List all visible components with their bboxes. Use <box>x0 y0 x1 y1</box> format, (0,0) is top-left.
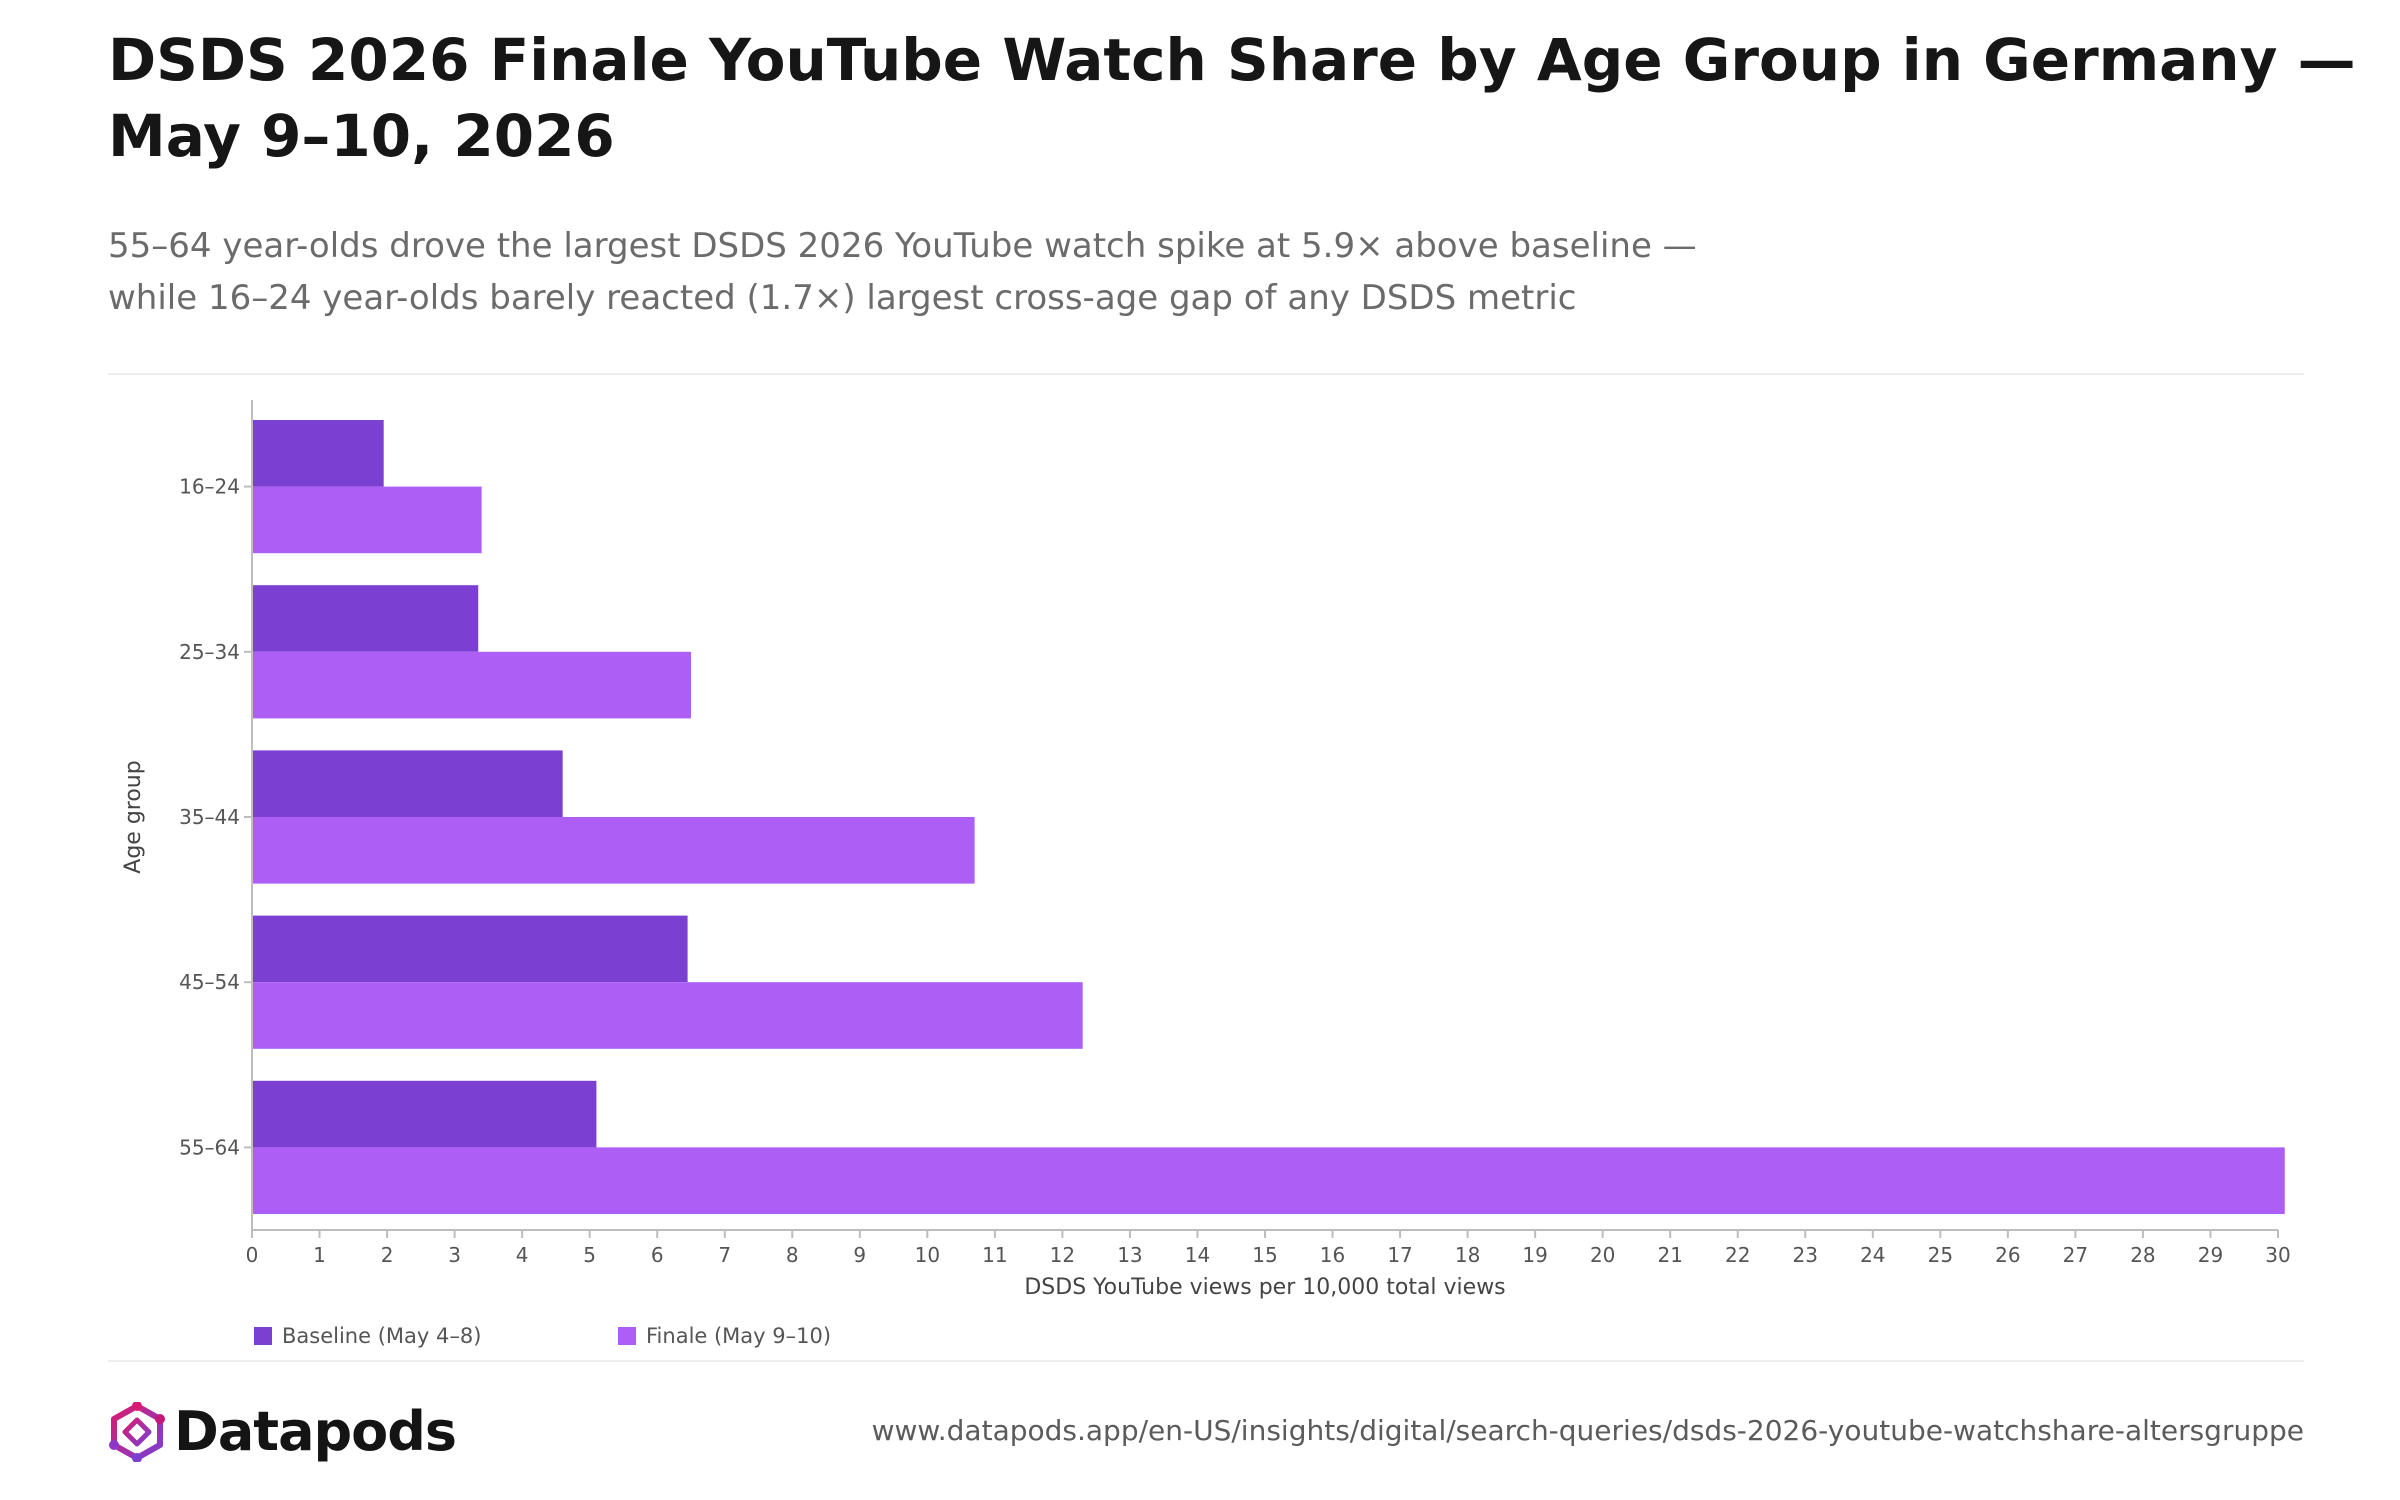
legend-label-finale: Finale (May 9–10) <box>646 1324 832 1348</box>
x-tick-label: 2 <box>381 1243 394 1267</box>
y-tick-label: 16–24 <box>179 475 240 499</box>
brand-logo[interactable]: Datapods <box>108 1400 457 1463</box>
x-tick-label: 17 <box>1387 1243 1412 1267</box>
legend-label-baseline: Baseline (May 4–8) <box>282 1324 482 1348</box>
legend-swatch-finale <box>618 1327 636 1345</box>
bottom-divider <box>108 1360 2304 1362</box>
x-tick-label: 5 <box>583 1243 596 1267</box>
bar-finale-4 <box>252 1147 2285 1214</box>
x-tick-label: 0 <box>246 1243 259 1267</box>
x-tick-label: 21 <box>1657 1243 1682 1267</box>
x-tick-label: 27 <box>2063 1243 2088 1267</box>
bar-baseline-2 <box>252 750 563 817</box>
bar-baseline-1 <box>252 585 479 652</box>
top-divider <box>108 373 2304 375</box>
x-tick-label: 26 <box>1995 1243 2020 1267</box>
x-tick-label: 13 <box>1117 1243 1142 1267</box>
x-tick-label: 4 <box>516 1243 529 1267</box>
x-tick-label: 11 <box>982 1243 1007 1267</box>
x-tick-label: 7 <box>718 1243 731 1267</box>
bar-baseline-3 <box>252 915 688 983</box>
y-axis-title: Age group <box>121 760 146 873</box>
source-url[interactable]: www.datapods.app/en-US/insights/digital/… <box>871 1414 2304 1447</box>
x-tick-label: 23 <box>1793 1243 1818 1267</box>
x-tick-label: 12 <box>1050 1243 1075 1267</box>
x-tick-label: 14 <box>1185 1243 1210 1267</box>
x-axis-title: DSDS YouTube views per 10,000 total view… <box>1024 1275 1505 1300</box>
x-tick-label: 24 <box>1860 1243 1885 1267</box>
x-tick-label: 18 <box>1455 1243 1480 1267</box>
bar-finale-1 <box>252 651 691 719</box>
subtitle-line-1: 55–64 year-olds drove the largest DSDS 2… <box>108 226 1697 266</box>
legend: Baseline (May 4–8) Finale (May 9–10) <box>254 1324 982 1348</box>
y-ticks: 16–24 25–34 35–44 45–54 55–64 <box>179 475 252 1159</box>
x-tick-label: 9 <box>853 1243 866 1267</box>
x-tick-label: 19 <box>1522 1243 1547 1267</box>
y-tick-label: 35–44 <box>179 805 240 829</box>
x-tick-label: 30 <box>2265 1243 2290 1267</box>
x-tick-label: 16 <box>1320 1243 1345 1267</box>
subtitle-line-2: while 16–24 year-olds barely reacted (1.… <box>108 278 1577 318</box>
x-tick-label: 6 <box>651 1243 664 1267</box>
brand-name: Datapods <box>174 1400 457 1463</box>
x-tick-label: 3 <box>448 1243 461 1267</box>
x-tick-label: 28 <box>2130 1243 2155 1267</box>
x-tick-label: 25 <box>1928 1243 1953 1267</box>
x-tick-label: 22 <box>1725 1243 1750 1267</box>
x-tick-label: 1 <box>313 1243 326 1267</box>
x-tick-label: 20 <box>1590 1243 1615 1267</box>
y-tick-label: 55–64 <box>179 1135 240 1159</box>
bar-finale-3 <box>252 982 1083 1049</box>
x-tick-label: 10 <box>915 1243 940 1267</box>
bar-finale-0 <box>252 486 482 554</box>
legend-swatch-baseline <box>254 1327 272 1345</box>
chart-title: DSDS 2026 Finale YouTube Watch Share by … <box>108 26 2356 170</box>
legend-item-finale: Finale (May 9–10) <box>618 1324 982 1348</box>
bars-layer <box>252 420 2285 1214</box>
y-tick-label: 25–34 <box>179 640 240 664</box>
bar-baseline-4 <box>252 1080 597 1148</box>
x-tick-label: 15 <box>1252 1243 1277 1267</box>
datapods-logo-icon <box>109 1401 165 1462</box>
x-tick-label: 29 <box>2198 1243 2223 1267</box>
legend-item-baseline: Baseline (May 4–8) <box>254 1324 618 1348</box>
bar-baseline-0 <box>252 420 384 487</box>
x-ticks: 0 1 2 3 4 5 6 7 8 9 10 11 12 13 14 15 16 17 18 19 20 21 22 23 24… <box>246 1230 2291 1267</box>
x-tick-label: 8 <box>786 1243 799 1267</box>
y-tick-label: 45–54 <box>179 970 240 994</box>
bar-finale-2 <box>252 817 975 884</box>
chart-subtitle: 55–64 year-olds drove the largest DSDS 2… <box>108 220 1808 324</box>
